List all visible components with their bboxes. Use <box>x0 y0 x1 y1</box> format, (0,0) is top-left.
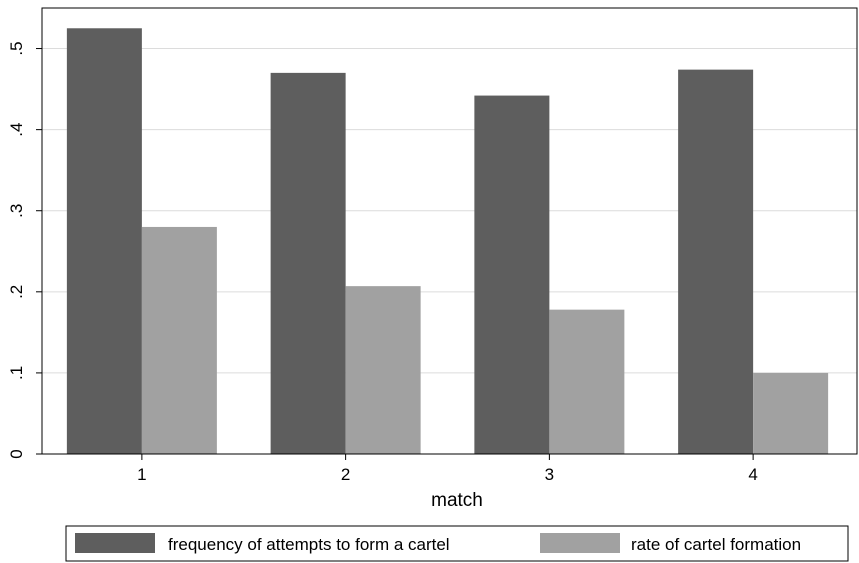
bar-rate-2 <box>345 286 421 454</box>
plot-frame <box>41 7 858 455</box>
bar-rate-4 <box>753 372 829 454</box>
legend: frequency of attempts to form a cartel r… <box>65 525 849 562</box>
x-axis-ticks: 1 2 3 4 <box>137 454 758 484</box>
x-tick-label: 2 <box>341 465 350 484</box>
legend-label-frequency: frequency of attempts to form a cartel <box>168 535 450 554</box>
y-tick-label: 0 <box>7 449 26 458</box>
y-tick-label: .4 <box>7 123 26 137</box>
bar-rate-1 <box>141 226 217 454</box>
y-tick-label: .3 <box>7 204 26 218</box>
y-axis-ticks: 0 .1 .2 .3 .4 .5 <box>7 41 42 459</box>
bar-rate-3 <box>549 309 625 454</box>
y-tick-label: .5 <box>7 41 26 55</box>
y-tick-label: .1 <box>7 366 26 380</box>
bar-frequency-3 <box>474 95 550 454</box>
bar-frequency-1 <box>66 28 142 454</box>
x-tick-label: 4 <box>748 465 757 484</box>
y-tick-label: .2 <box>7 285 26 299</box>
legend-swatch-rate <box>540 533 620 553</box>
bars <box>66 28 829 454</box>
x-axis-title: match <box>431 490 483 511</box>
bar-frequency-2 <box>270 72 346 454</box>
legend-box <box>65 525 849 562</box>
legend-label-rate: rate of cartel formation <box>631 535 801 554</box>
x-tick-label: 1 <box>137 465 146 484</box>
legend-swatch-frequency <box>75 533 155 553</box>
x-tick-label: 3 <box>545 465 554 484</box>
bar-frequency-4 <box>678 69 754 454</box>
